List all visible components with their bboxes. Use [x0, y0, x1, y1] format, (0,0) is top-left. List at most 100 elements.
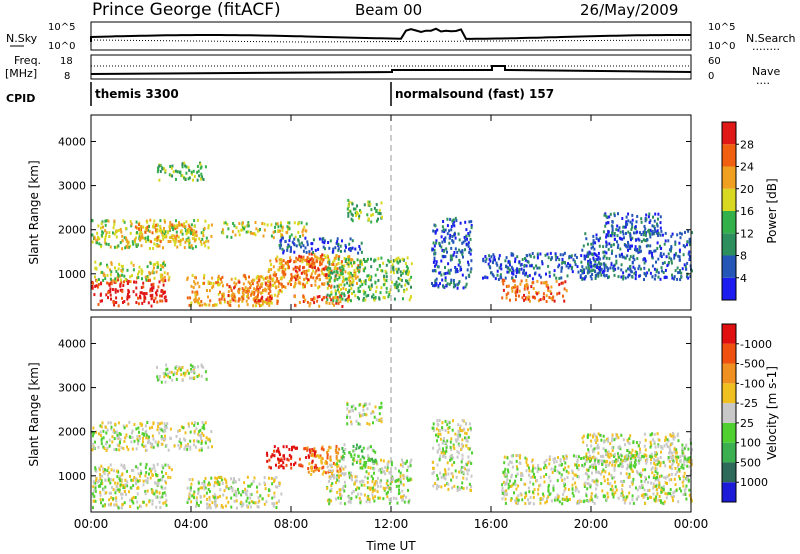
data-cell	[680, 271, 683, 275]
data-cell	[137, 472, 140, 476]
data-cell	[405, 265, 408, 269]
data-cell	[114, 266, 116, 270]
data-cell	[408, 270, 410, 274]
data-cell	[668, 248, 671, 252]
data-cell	[193, 239, 196, 243]
data-cell	[360, 449, 363, 453]
data-cell	[635, 220, 638, 224]
data-cell	[305, 229, 308, 233]
data-cell	[312, 269, 315, 273]
data-cell	[682, 244, 685, 248]
data-cell	[629, 269, 632, 273]
data-cell	[112, 478, 115, 482]
data-cell	[381, 269, 384, 273]
data-cell	[119, 241, 122, 245]
data-cell	[538, 273, 541, 277]
data-cell	[276, 300, 279, 303]
data-cell	[592, 234, 595, 238]
data-cell	[644, 501, 647, 505]
data-cell	[634, 450, 637, 454]
data-cell	[371, 459, 374, 463]
data-cell	[326, 282, 329, 286]
data-cell	[253, 278, 256, 282]
data-cell	[272, 504, 275, 508]
data-cell	[654, 212, 657, 216]
data-cell	[546, 500, 548, 503]
data-cell	[630, 228, 633, 231]
data-cell	[590, 269, 593, 273]
data-cell	[140, 424, 143, 427]
data-cell	[115, 499, 118, 503]
data-cell	[139, 422, 142, 425]
data-cell	[208, 496, 211, 500]
data-cell	[504, 276, 507, 280]
data-cell	[510, 265, 513, 269]
data-cell	[359, 458, 362, 462]
data-cell	[326, 260, 329, 264]
data-cell	[112, 231, 114, 235]
data-cell	[554, 252, 557, 256]
data-cell	[192, 229, 195, 233]
data-cell	[370, 285, 373, 288]
data-cell	[375, 285, 378, 289]
data-cell	[183, 373, 186, 377]
data-cell	[401, 458, 403, 462]
data-cell	[349, 476, 352, 480]
data-cell	[367, 465, 370, 469]
data-cell	[401, 464, 404, 468]
data-cell	[322, 470, 325, 474]
data-cell	[458, 258, 461, 262]
data-cell	[532, 502, 535, 506]
data-cell	[508, 260, 511, 264]
data-cell	[212, 304, 214, 307]
data-cell	[313, 296, 316, 300]
data-cell	[650, 467, 653, 471]
data-cell	[671, 276, 674, 280]
data-cell	[290, 233, 293, 237]
data-cell	[308, 304, 311, 308]
data-cell	[591, 273, 594, 276]
data-cell	[113, 448, 116, 451]
data-cell	[214, 480, 216, 484]
data-cell	[229, 304, 232, 307]
data-cell	[368, 402, 371, 406]
colorbar-tick-label: 4	[740, 272, 747, 285]
data-cell	[567, 488, 570, 491]
data-cell	[511, 277, 514, 280]
data-cell	[156, 261, 159, 264]
data-cell	[605, 251, 608, 255]
data-cell	[297, 266, 300, 270]
data-cell	[135, 447, 138, 451]
data-cell	[510, 461, 513, 465]
data-cell	[548, 270, 551, 274]
data-cell	[659, 464, 662, 468]
data-cell	[602, 455, 605, 458]
data-cell	[600, 267, 603, 271]
data-cell	[152, 445, 155, 449]
data-cell	[593, 247, 596, 251]
data-cell	[176, 223, 179, 227]
data-cell	[259, 494, 262, 498]
data-cell	[287, 227, 290, 231]
data-cell	[99, 484, 102, 488]
data-cell	[205, 240, 207, 244]
data-cell	[371, 410, 374, 414]
data-cell	[196, 164, 199, 168]
data-cell	[292, 275, 295, 279]
data-cell	[673, 435, 676, 439]
data-cell	[387, 258, 390, 262]
data-cell	[366, 257, 369, 261]
data-cell	[136, 276, 138, 280]
data-cell	[208, 303, 211, 307]
data-cell	[431, 269, 434, 273]
data-cell	[644, 230, 647, 234]
data-cell	[598, 471, 600, 475]
data-cell	[432, 247, 434, 251]
colorbar-segment	[722, 144, 736, 167]
data-cell	[369, 276, 371, 280]
data-cell	[359, 262, 362, 266]
data-cell	[514, 260, 517, 264]
data-cell	[558, 263, 561, 267]
data-cell	[352, 290, 355, 294]
data-cell	[192, 367, 195, 371]
